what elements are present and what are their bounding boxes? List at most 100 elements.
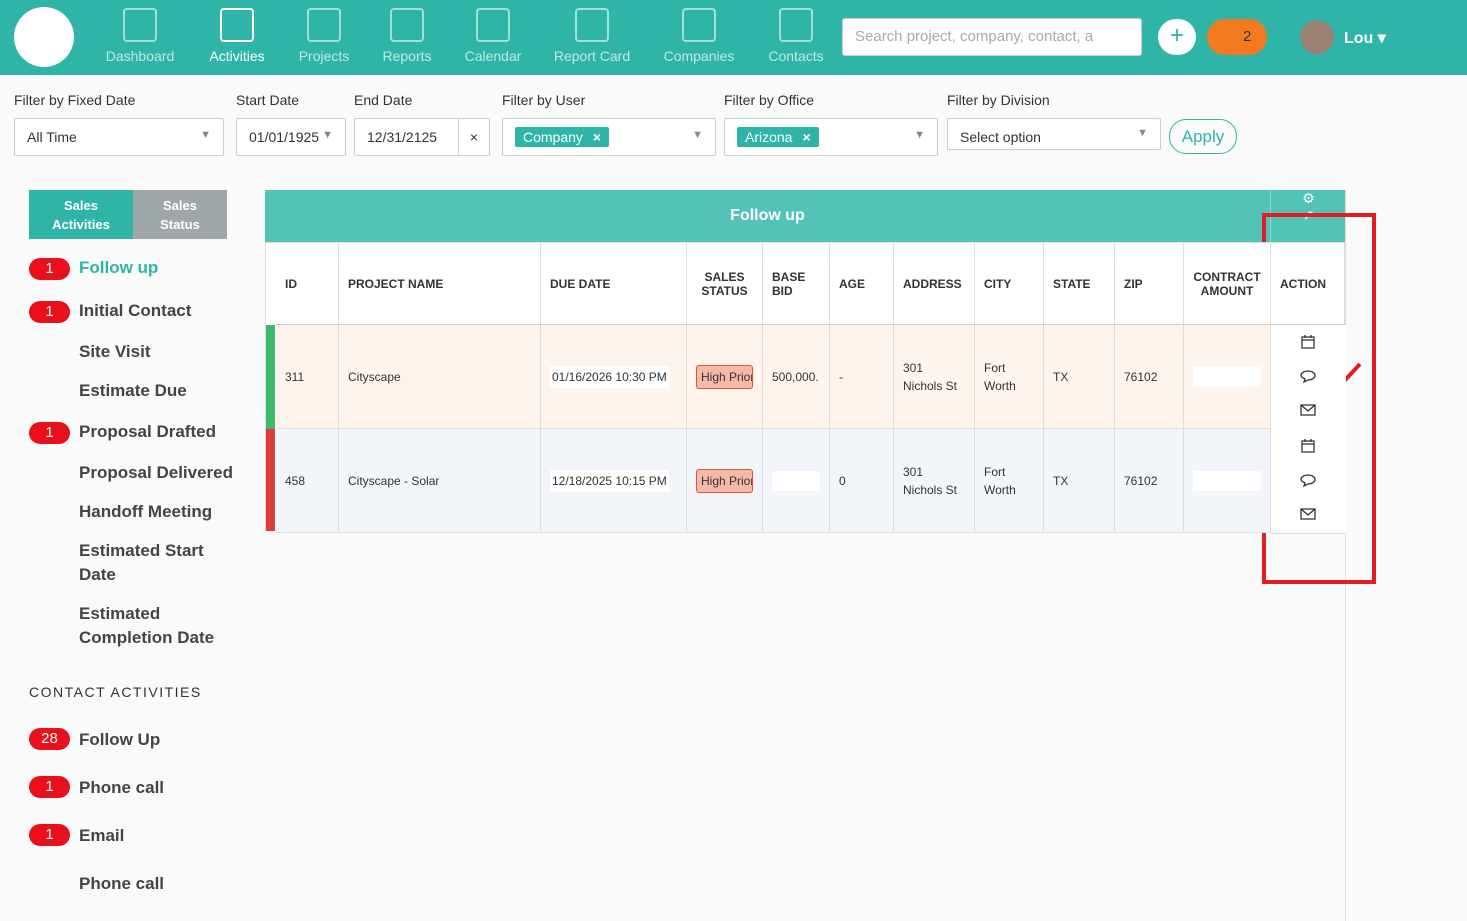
cell-text: Cityscape - Solar [348, 473, 440, 488]
filter-label: Filter by Fixed Date [14, 92, 136, 108]
sidebar-item[interactable]: Phone call [79, 778, 165, 797]
column-header[interactable]: ZIP [1115, 243, 1184, 325]
nav-label: Projects [298, 48, 350, 64]
filter-value: All Time [27, 129, 77, 145]
sidebar-item[interactable]: Proposal Drafted [79, 422, 216, 441]
nav-item[interactable]: Reports [357, 8, 457, 64]
action-icon[interactable] [1299, 471, 1317, 489]
search[interactable]: Search project, company, contact, a [842, 18, 1142, 56]
column-header[interactable]: DUE DATE [541, 243, 687, 325]
cell-text: 458 [285, 473, 306, 488]
sidebar-item[interactable]: Email [79, 826, 125, 845]
cell-text: 0 [839, 473, 846, 488]
filter-input[interactable]: Select option ▼ [947, 118, 1161, 150]
column-header[interactable]: CITY [975, 243, 1044, 325]
table-cell: TX [1044, 429, 1115, 533]
action-icon[interactable] [1299, 401, 1317, 419]
status-pill: High Prior [696, 364, 753, 389]
avatar[interactable] [1300, 20, 1334, 54]
row-status [266, 429, 275, 531]
nav-item[interactable]: Dashboard [90, 8, 190, 64]
sidebar-item[interactable]: Phone call [79, 874, 165, 893]
remove[interactable]: × [592, 129, 602, 145]
divider [1345, 190, 1346, 921]
table-cell: TX [1044, 325, 1115, 429]
nav-icon [390, 8, 424, 42]
cell-text: 01/16/2026 10:30 PM [550, 365, 669, 388]
clear[interactable]: × [458, 119, 489, 155]
filter-label: Filter by Office [724, 92, 814, 108]
count-badge: 1 [29, 301, 70, 323]
action-icon[interactable] [1299, 437, 1317, 455]
nav-item[interactable]: Calendar [443, 8, 543, 64]
column-header[interactable]: BASE BID [763, 243, 830, 325]
filter-value: Select option [960, 129, 1041, 145]
column-header[interactable]: STATE [1044, 243, 1115, 325]
sidebar-item[interactable]: Initial Contact [79, 301, 192, 320]
table-cell: Cityscape [339, 325, 541, 429]
table-cell [763, 429, 830, 533]
column-header[interactable]: SALES STATUS [687, 243, 763, 325]
table-cell: Cityscape - Solar [339, 429, 541, 533]
nav-item[interactable]: Companies [649, 8, 749, 64]
filter-input[interactable]: 12/31/2125 × [354, 118, 490, 156]
nav-item[interactable]: Projects [274, 8, 374, 64]
column-header[interactable]: CONTRACT AMOUNT [1184, 243, 1271, 325]
table-cell [1184, 429, 1271, 533]
nav-icon [220, 8, 254, 42]
sidebar-item[interactable]: Estimated Completion Date [79, 604, 215, 647]
tab[interactable]: Sales Status [133, 190, 227, 239]
action-cell [1271, 429, 1346, 534]
remove[interactable]: × [802, 129, 811, 145]
notifications[interactable]: 2 [1207, 19, 1267, 55]
sidebar-item[interactable]: Proposal Delivered [79, 463, 234, 482]
filter-input[interactable]: Arizona × ▼ [724, 118, 938, 156]
cell-text: Fort Worth [984, 360, 1016, 393]
nav-label: Contacts [768, 48, 824, 64]
cell-text: Cityscape [348, 369, 401, 384]
cell-text: 500,000. [772, 369, 819, 384]
caret: ▼ [914, 129, 925, 141]
status-pill: High Prior [696, 468, 753, 493]
nav-item[interactable]: Activities [187, 8, 287, 64]
user-name[interactable]: Lou ▾ [1344, 30, 1386, 47]
nav-icon [682, 8, 716, 42]
filter-label: Filter by User [502, 92, 586, 108]
caret: ▼ [1137, 127, 1148, 139]
table-title: Follow up [730, 207, 805, 224]
user-label: Lou [1344, 30, 1374, 47]
action-cell [1271, 325, 1346, 430]
count-badge: 28 [29, 728, 70, 750]
column-header[interactable]: PROJECT NAME [339, 243, 541, 325]
action-icon[interactable] [1299, 505, 1317, 523]
sidebar-item[interactable]: Estimate Due [79, 381, 187, 400]
sidebar-item[interactable]: Estimated Start Date [79, 541, 204, 584]
nav-label: Companies [663, 48, 735, 64]
filter-input[interactable]: Company × ▼ [502, 118, 716, 156]
logo[interactable] [14, 7, 74, 67]
column-header[interactable]: ADDRESS [894, 243, 975, 325]
sidebar-item[interactable]: Follow up [79, 258, 159, 277]
sidebar-item[interactable]: Handoff Meeting [79, 502, 213, 521]
tab[interactable]: Sales Activities [29, 190, 133, 239]
sidebar-item[interactable]: Site Visit [79, 342, 151, 361]
nav-icon [476, 8, 510, 42]
filter-input[interactable]: All Time ▼ [14, 118, 224, 156]
add-button[interactable]: + [1158, 19, 1196, 55]
column-header[interactable]: AGE [830, 243, 894, 325]
column-header[interactable]: ID [276, 243, 339, 325]
table-cell: 301 Nichols St [894, 429, 975, 533]
column-header[interactable]: ACTION [1271, 243, 1346, 325]
nav-icon [575, 8, 609, 42]
action-icon[interactable] [1299, 367, 1317, 385]
cell-text: 76102 [1124, 369, 1158, 384]
caret: ▼ [692, 129, 703, 141]
action-icon[interactable] [1299, 333, 1317, 351]
filter-input[interactable]: 01/01/1925 ▼ [236, 118, 346, 156]
nav-item[interactable]: Report Card [542, 8, 642, 64]
sidebar-item[interactable]: Follow Up [79, 730, 161, 749]
nav-item[interactable]: Contacts [746, 8, 846, 64]
count-badge: 1 [29, 824, 70, 846]
apply-button[interactable]: Apply [1169, 119, 1237, 154]
